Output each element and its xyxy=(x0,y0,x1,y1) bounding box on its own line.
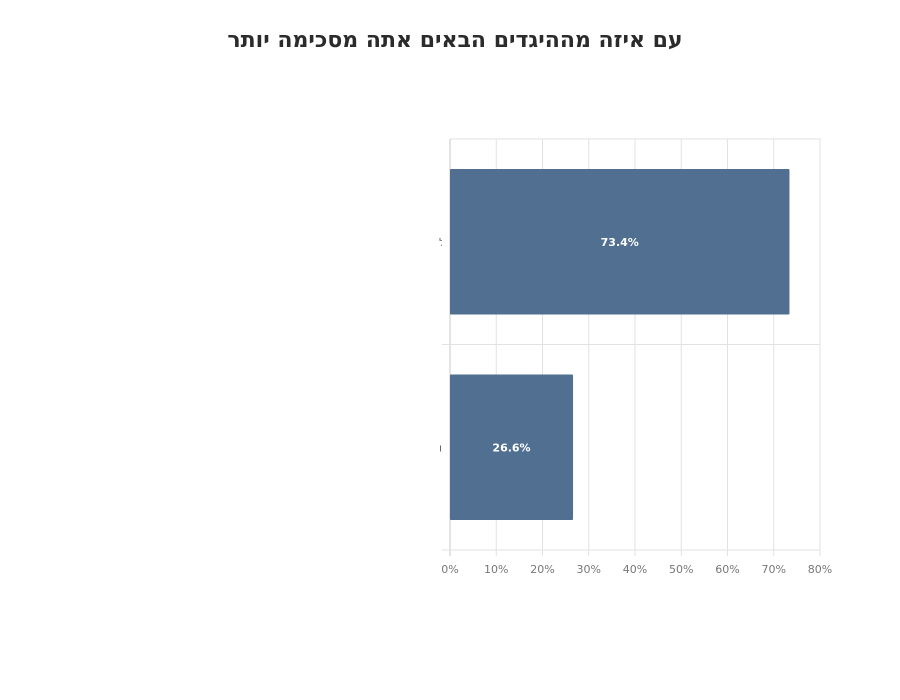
x-tick-label: 10% xyxy=(484,563,508,576)
bar xyxy=(450,374,574,520)
data-label: 73.4% xyxy=(601,236,639,249)
category-label: כרגע הדבר הנכון עבור מדינת ישראל הוא קוד… xyxy=(439,236,835,249)
x-tick-label: 50% xyxy=(669,563,693,576)
x-tick-label: 30% xyxy=(577,563,601,576)
x-tick-label: 20% xyxy=(530,563,554,576)
bar xyxy=(450,169,790,315)
x-tick-label: 60% xyxy=(715,563,739,576)
data-label: 26.6% xyxy=(492,441,530,454)
x-tick-label: 70% xyxy=(762,563,786,576)
chart-title: עם איזה מההיגדים הבאים אתה מסכימה יותר xyxy=(227,28,683,53)
category-label: מיטוט חמאס חשוב יותר מהשבת החטופים על מנ… xyxy=(439,441,832,454)
x-tick-label: 0% xyxy=(441,563,458,576)
x-tick-label: 80% xyxy=(808,563,832,576)
x-tick-label: 40% xyxy=(623,563,647,576)
